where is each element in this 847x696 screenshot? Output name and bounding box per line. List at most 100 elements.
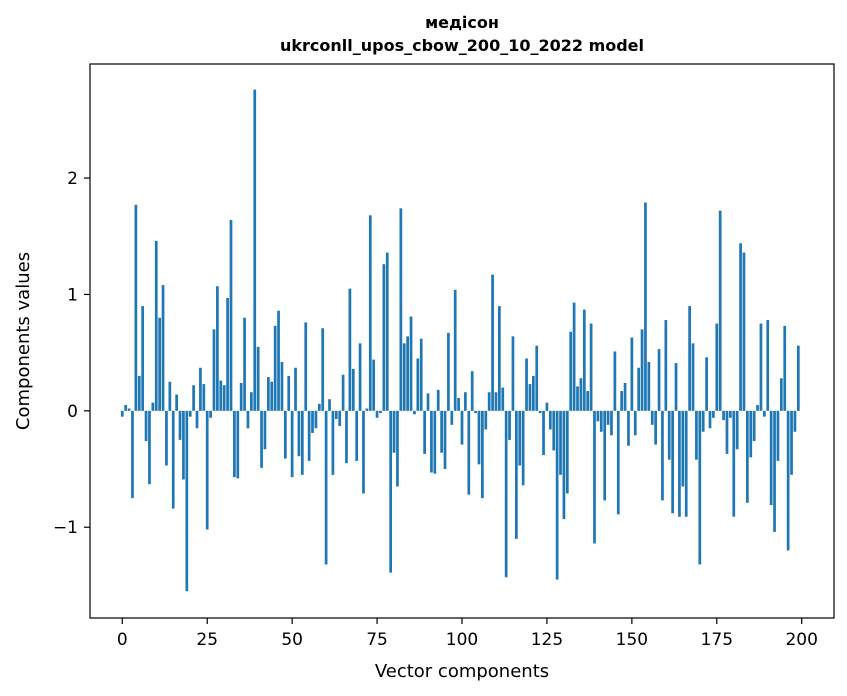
bar	[718, 210, 722, 411]
bar	[419, 338, 423, 411]
bar	[793, 410, 797, 432]
bar	[518, 410, 522, 466]
bar	[212, 329, 216, 411]
bar	[426, 393, 430, 411]
bar	[226, 297, 229, 411]
bar	[372, 359, 376, 411]
bar	[148, 410, 151, 485]
bar	[375, 410, 379, 418]
bar	[233, 410, 236, 478]
bar	[786, 410, 790, 551]
bar	[474, 410, 477, 414]
bar	[324, 410, 328, 565]
bar	[705, 357, 708, 411]
bar	[416, 358, 420, 411]
bar	[341, 374, 345, 411]
x-tick-label: 75	[366, 630, 388, 650]
chart-title: медісон	[425, 13, 499, 32]
bar	[494, 392, 498, 411]
bar	[732, 410, 736, 517]
bar	[216, 286, 219, 411]
bar	[766, 320, 770, 411]
bar	[661, 410, 664, 501]
bar	[763, 410, 766, 417]
bar	[365, 408, 369, 411]
y-axis-ticks: −1 0 1 2	[53, 169, 90, 538]
x-tick-label: 0	[117, 630, 128, 650]
bar	[623, 382, 627, 411]
bar	[559, 410, 562, 475]
x-tick-label: 25	[196, 630, 218, 650]
bar	[440, 410, 443, 453]
bar	[256, 346, 260, 411]
bar	[582, 309, 586, 411]
bar	[610, 410, 613, 436]
bar	[484, 410, 488, 430]
bar	[345, 410, 348, 464]
bar	[423, 410, 426, 454]
bar	[236, 410, 240, 479]
bar	[552, 410, 556, 451]
bar	[650, 410, 654, 425]
bar	[684, 410, 688, 517]
bar	[729, 410, 732, 418]
bar	[542, 410, 545, 456]
bar	[436, 389, 440, 411]
bar	[498, 306, 501, 411]
bar	[678, 410, 681, 517]
bar	[185, 410, 189, 592]
bar	[620, 391, 624, 411]
bar	[467, 410, 471, 495]
bar	[205, 410, 209, 530]
bar	[290, 410, 294, 478]
bar	[300, 410, 304, 475]
bar	[515, 410, 518, 539]
bar	[379, 410, 382, 414]
bar	[351, 368, 355, 411]
bar	[199, 367, 202, 411]
x-tick-label: 125	[531, 630, 563, 650]
bar	[501, 387, 505, 411]
bar	[589, 323, 593, 411]
bar	[596, 410, 600, 422]
bar	[712, 410, 715, 418]
bar	[402, 343, 406, 411]
bar	[790, 410, 793, 475]
bar	[334, 410, 338, 419]
bar	[674, 363, 678, 411]
bar	[453, 289, 457, 411]
bar	[606, 410, 610, 425]
bar	[773, 410, 776, 532]
bar	[569, 331, 573, 411]
bar	[294, 367, 297, 411]
bar	[273, 325, 277, 411]
bar	[171, 410, 175, 509]
bar	[277, 310, 280, 411]
bar	[430, 410, 433, 473]
bar	[742, 252, 746, 411]
y-tick-label: 0	[67, 402, 78, 422]
bar	[182, 410, 185, 480]
bar	[664, 320, 668, 411]
bar	[688, 306, 691, 411]
bar	[627, 410, 630, 446]
bar	[565, 410, 569, 494]
bar	[202, 384, 206, 411]
bar	[657, 349, 661, 411]
bar	[613, 351, 617, 411]
bar	[599, 410, 603, 432]
bar	[222, 385, 226, 411]
bar	[263, 410, 267, 450]
bar	[725, 410, 729, 454]
bar	[385, 252, 389, 411]
bar	[464, 392, 467, 411]
bar	[178, 410, 182, 440]
bar	[752, 410, 756, 442]
y-tick-label: −1	[53, 518, 78, 538]
bar	[508, 410, 511, 440]
bar	[695, 410, 698, 460]
bar	[460, 410, 464, 445]
bar	[406, 336, 409, 411]
bar	[654, 410, 657, 445]
bar	[161, 285, 165, 411]
